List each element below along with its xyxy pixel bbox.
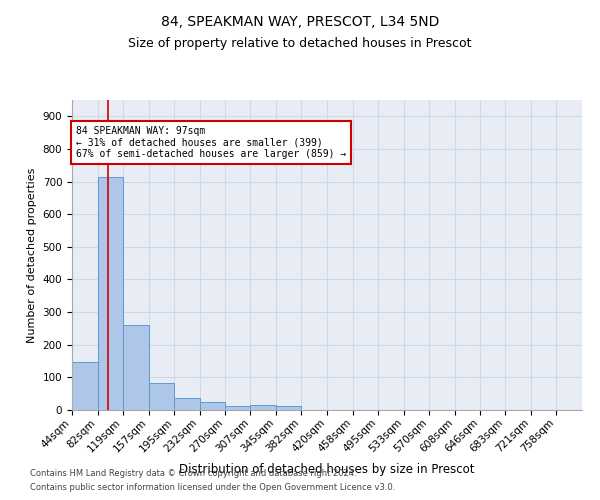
Y-axis label: Number of detached properties: Number of detached properties — [27, 168, 37, 342]
Bar — [199, 402, 225, 410]
Text: 84 SPEAKMAN WAY: 97sqm
← 31% of detached houses are smaller (399)
67% of semi-de: 84 SPEAKMAN WAY: 97sqm ← 31% of detached… — [76, 126, 346, 160]
Bar — [175, 398, 199, 410]
Bar — [276, 406, 301, 410]
X-axis label: Distribution of detached houses by size in Prescot: Distribution of detached houses by size … — [179, 463, 475, 476]
Text: 84, SPEAKMAN WAY, PRESCOT, L34 5ND: 84, SPEAKMAN WAY, PRESCOT, L34 5ND — [161, 15, 439, 29]
Bar — [250, 405, 276, 410]
Text: Contains HM Land Registry data © Crown copyright and database right 2024.: Contains HM Land Registry data © Crown c… — [30, 468, 356, 477]
Text: Size of property relative to detached houses in Prescot: Size of property relative to detached ho… — [128, 38, 472, 51]
Bar — [123, 324, 149, 410]
Bar — [98, 177, 123, 410]
Bar — [72, 362, 98, 410]
Text: Contains public sector information licensed under the Open Government Licence v3: Contains public sector information licen… — [30, 484, 395, 492]
Bar — [225, 406, 250, 410]
Bar — [149, 382, 175, 410]
